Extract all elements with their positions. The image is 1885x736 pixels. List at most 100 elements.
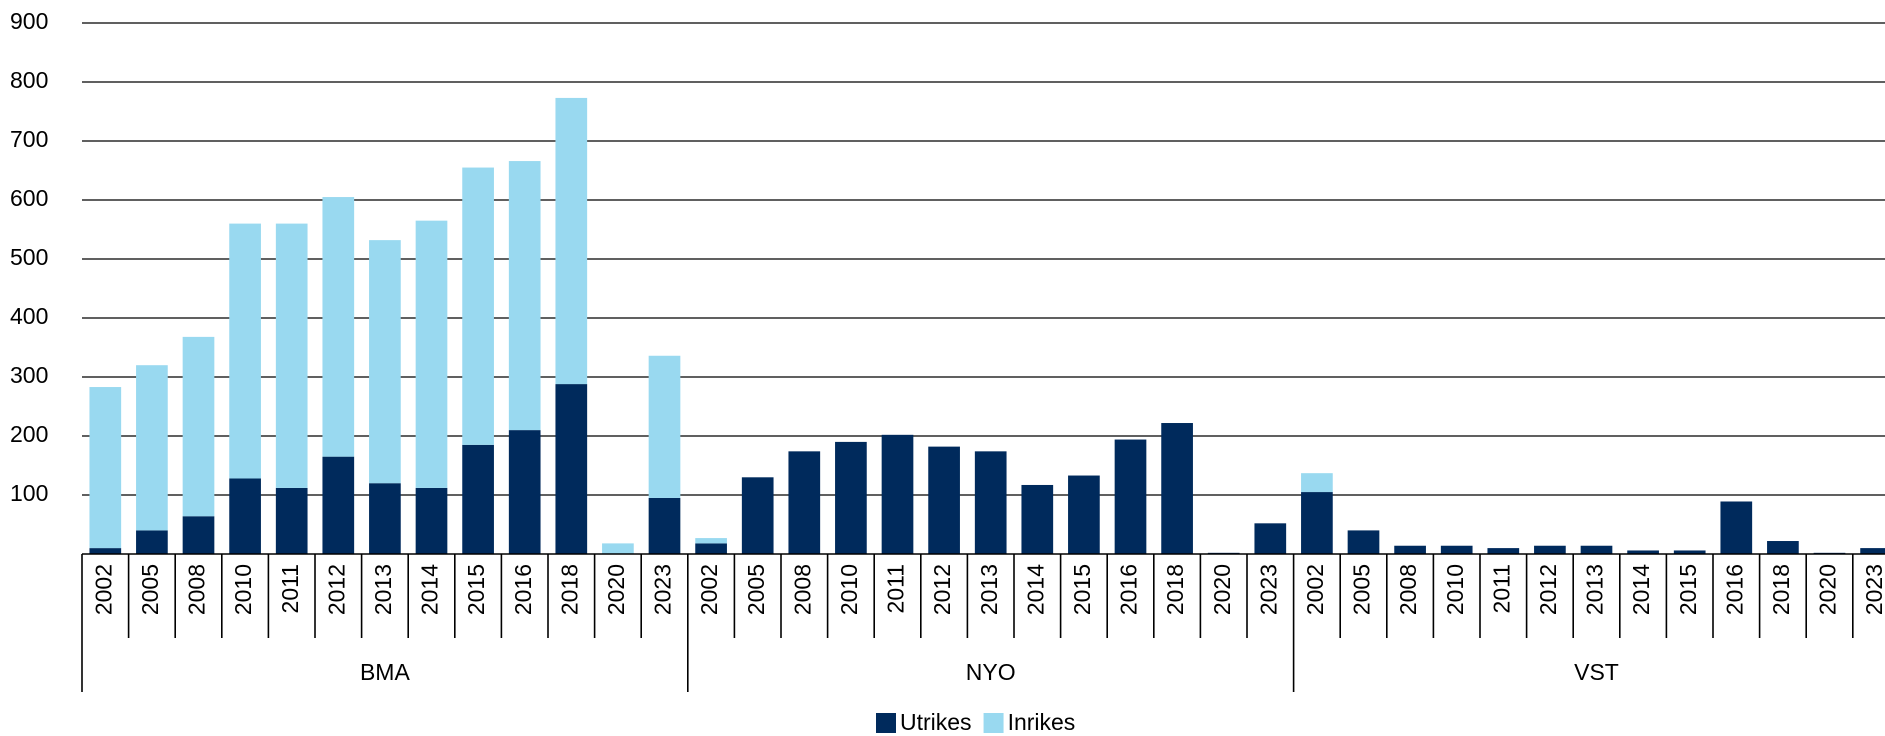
x-tick-label: 2020 — [603, 564, 629, 615]
bar-segment — [1440, 545, 1473, 554]
x-tick-label: 2016 — [510, 564, 536, 615]
x-tick-label: 2015 — [1675, 564, 1701, 615]
x-tick-label: 2011 — [277, 564, 303, 613]
bar-segment — [136, 365, 168, 531]
x-tick-label: 2014 — [1628, 564, 1654, 615]
x-tick-label: 2008 — [1395, 564, 1421, 615]
legend-label: Utrikes — [900, 709, 972, 735]
x-tick-label: 2002 — [90, 564, 116, 615]
bar-segment — [369, 240, 401, 484]
bar-segment — [835, 441, 867, 554]
legend-label: Inrikes — [1008, 709, 1076, 735]
x-tick-label: 2002 — [696, 564, 722, 615]
bar-segment — [555, 384, 588, 554]
bar-segment — [322, 197, 355, 457]
bar-segment — [1254, 523, 1287, 554]
bar-segment — [229, 223, 261, 479]
legend-swatch — [876, 713, 896, 733]
x-tick-label: 2005 — [1349, 564, 1375, 615]
group-label: BMA — [360, 659, 411, 685]
x-tick-label: 2020 — [1209, 564, 1235, 615]
bar-segment — [1673, 550, 1706, 554]
x-tick-label: 2020 — [1815, 564, 1841, 615]
x-tick-label: 2015 — [1069, 564, 1095, 615]
group-label: VST — [1574, 659, 1619, 685]
y-tick-label: 900 — [10, 8, 48, 34]
group-label: NYO — [966, 659, 1016, 685]
x-tick-label: 2010 — [1442, 564, 1468, 615]
bar-segment — [974, 451, 1007, 554]
x-tick-label: 2013 — [976, 564, 1002, 615]
bar-segment — [508, 430, 541, 554]
y-tick-label: 100 — [10, 480, 48, 506]
bar-segment — [369, 483, 401, 554]
x-tick-label: 2018 — [556, 564, 582, 615]
y-tick-label: 500 — [10, 244, 48, 270]
bar-segment — [508, 161, 541, 431]
bar-segment — [89, 387, 122, 549]
bar-segment — [695, 543, 727, 554]
x-tick-label: 2014 — [1022, 564, 1048, 615]
bar-segment — [415, 487, 448, 554]
bar-segment — [1114, 439, 1147, 554]
y-tick-label: 300 — [10, 362, 48, 388]
legend-swatch — [983, 713, 1004, 733]
x-tick-label: 2012 — [929, 564, 955, 615]
bar-segment — [1860, 548, 1885, 554]
bar-segment — [1161, 423, 1193, 554]
bar-segment — [229, 478, 261, 554]
x-tick-label: 2005 — [743, 564, 769, 615]
y-tick-label: 400 — [10, 303, 48, 329]
x-tick-label: 2011 — [1488, 564, 1514, 613]
bar-segment — [1394, 545, 1426, 554]
bar-segment — [136, 530, 168, 554]
x-tick-label: 2008 — [184, 564, 210, 615]
bar-segment — [415, 220, 448, 488]
bar-segment — [1487, 548, 1520, 554]
x-tick-label: 2023 — [650, 564, 676, 615]
x-tick-label: 2013 — [1582, 564, 1608, 615]
bar-segment — [1534, 545, 1566, 554]
bar-segment — [881, 434, 914, 554]
x-tick-label: 2023 — [1861, 564, 1885, 615]
bar-segment — [555, 97, 588, 385]
bar-segment — [275, 223, 308, 488]
x-tick-label: 2010 — [230, 564, 256, 615]
x-tick-label: 2012 — [1535, 564, 1561, 615]
x-tick-label: 2013 — [370, 564, 396, 615]
bar-segment — [1021, 484, 1054, 554]
bar-segment — [1720, 501, 1753, 554]
x-tick-label: 2012 — [323, 564, 349, 615]
bar-segment — [1301, 492, 1333, 554]
bar-segment — [322, 456, 355, 554]
bar-segment — [1580, 545, 1613, 554]
bar-segment — [462, 444, 494, 554]
bar-segment — [648, 497, 681, 554]
bar-segment — [275, 487, 308, 554]
bar-segment — [1068, 475, 1100, 554]
x-tick-label: 2008 — [789, 564, 815, 615]
x-tick-label: 2011 — [883, 564, 909, 613]
x-tick-label: 2015 — [463, 564, 489, 615]
bar-segment — [1627, 550, 1659, 554]
bar-segment — [1767, 541, 1799, 554]
bar-segment — [648, 355, 681, 498]
bar-segment — [1347, 530, 1380, 554]
y-tick-label: 700 — [10, 126, 48, 152]
x-tick-label: 2016 — [1721, 564, 1747, 615]
bar-segment — [89, 548, 122, 554]
bar-segment — [695, 538, 727, 544]
bar-segment — [182, 336, 215, 517]
x-tick-label: 2014 — [417, 564, 443, 615]
x-tick-label: 2010 — [836, 564, 862, 615]
legend: Utrikes Inrikes — [876, 709, 1075, 735]
x-tick-label: 2018 — [1768, 564, 1794, 615]
x-tick-label: 2016 — [1116, 564, 1142, 615]
bar-segment — [602, 543, 634, 554]
y-tick-label: 200 — [10, 421, 48, 447]
bar-segment — [928, 446, 960, 554]
x-tick-label: 2018 — [1162, 564, 1188, 615]
y-tick-label: 600 — [10, 185, 48, 211]
bar-segment — [788, 451, 821, 554]
